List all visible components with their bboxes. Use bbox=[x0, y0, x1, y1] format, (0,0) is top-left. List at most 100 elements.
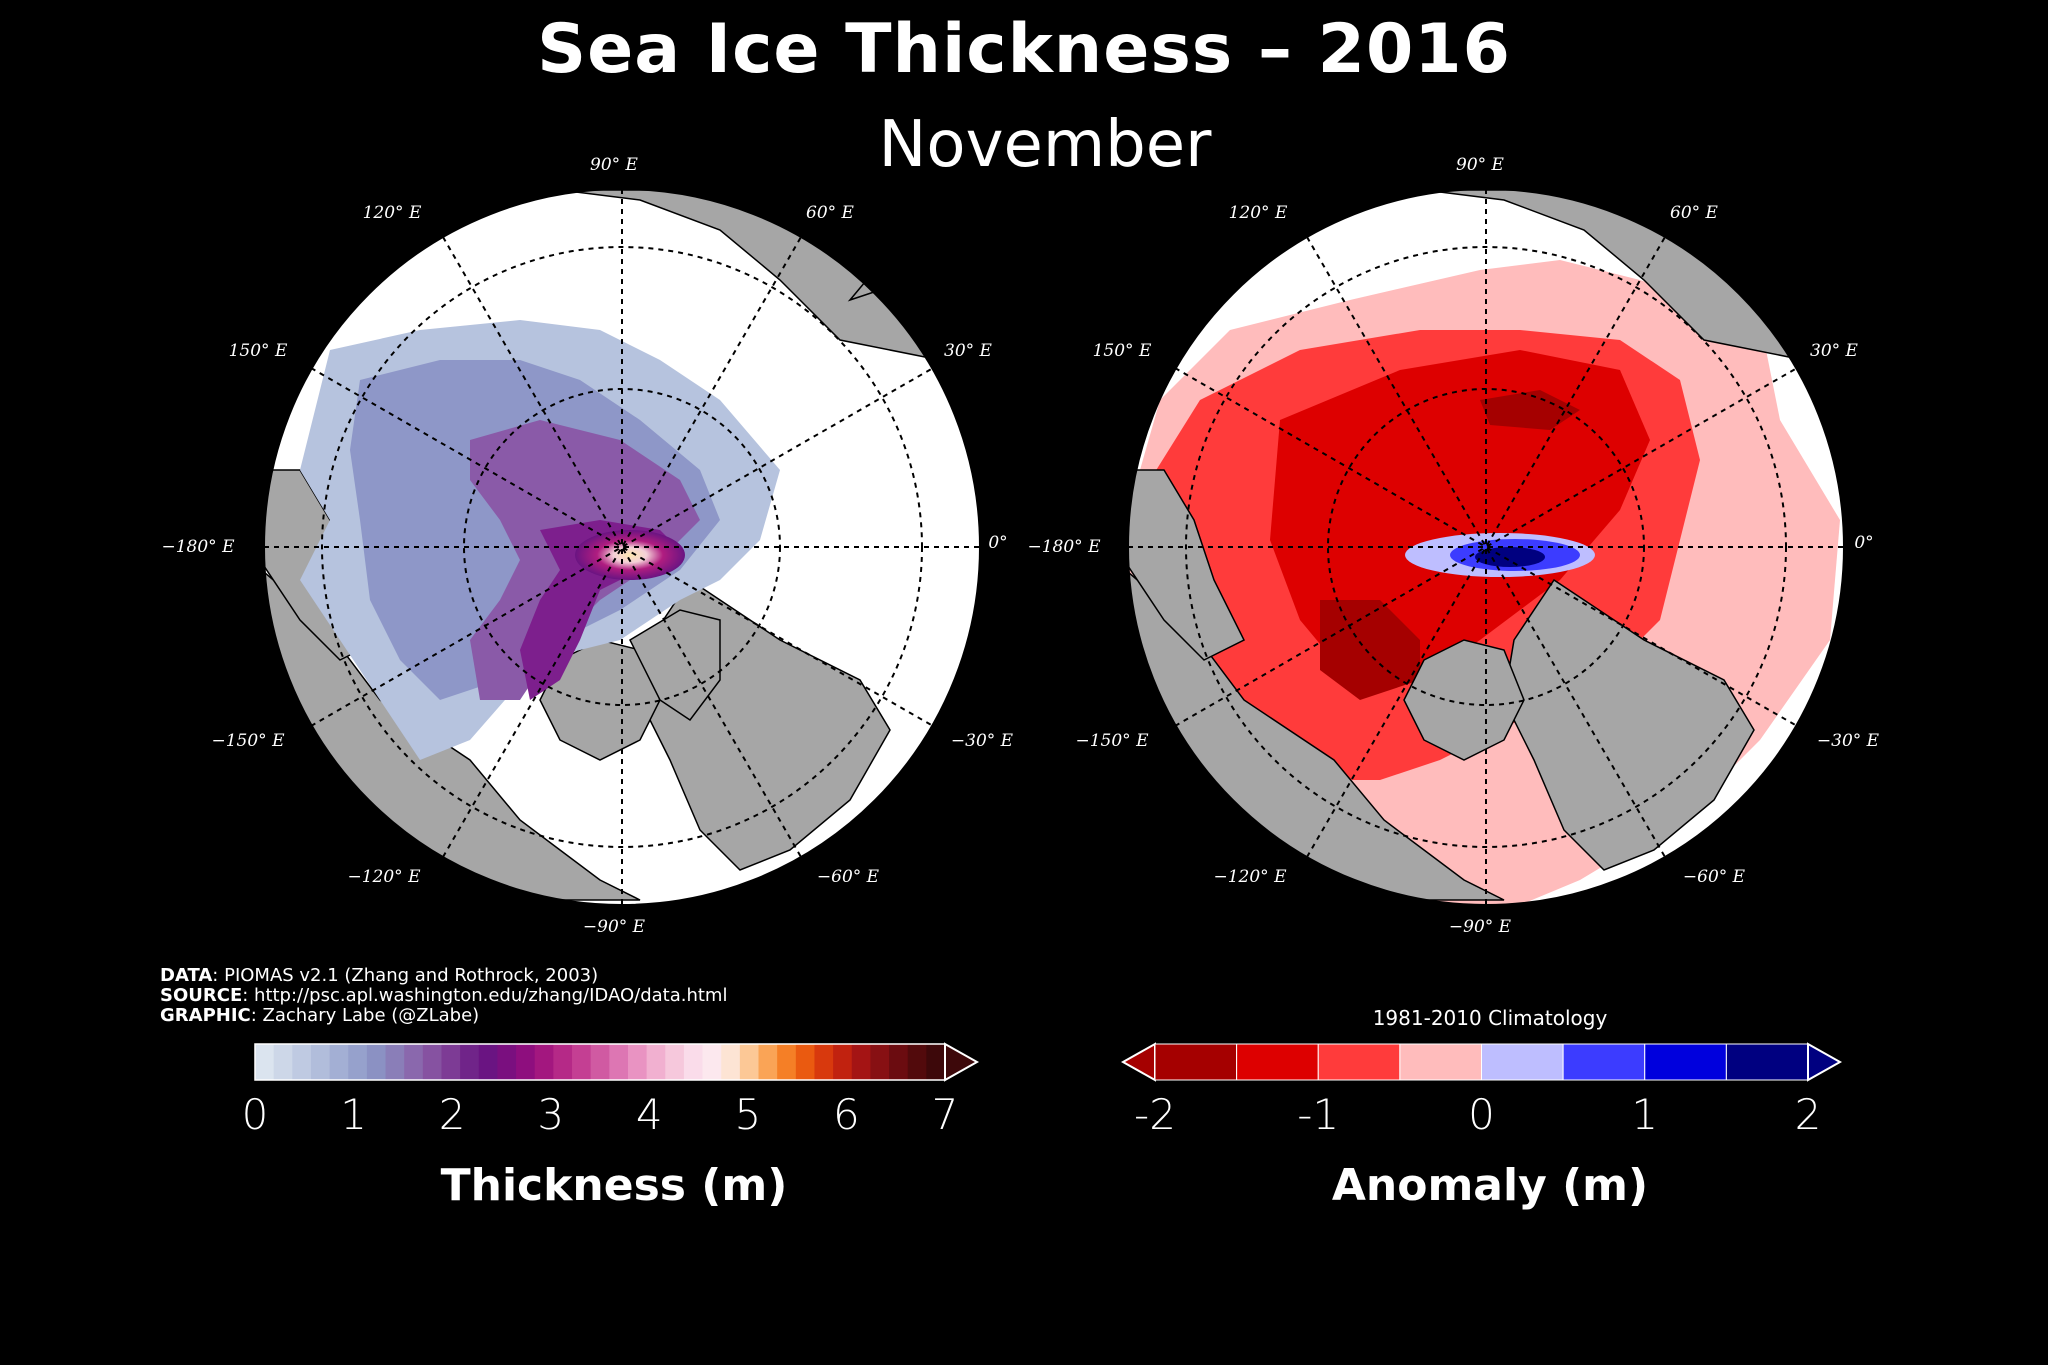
thickness-map bbox=[263, 188, 981, 906]
anomaly-climatology-label: 1981-2010 Climatology bbox=[1372, 1006, 1608, 1030]
anom-blue-deep bbox=[1475, 547, 1545, 567]
colorbar-tick-label: 7 bbox=[931, 1090, 959, 1139]
colorbar-swatch bbox=[646, 1044, 666, 1080]
lon-label: 0° bbox=[988, 533, 1007, 553]
credit-data-label: DATA bbox=[160, 965, 213, 986]
colorbar-swatch bbox=[833, 1044, 853, 1080]
colorbar-swatch bbox=[721, 1044, 741, 1080]
lon-label: −60° E bbox=[1683, 867, 1746, 887]
lon-label: −90° E bbox=[583, 917, 646, 937]
colorbar-swatch bbox=[1644, 1043, 1727, 1081]
colorbar-swatch bbox=[478, 1044, 498, 1080]
colorbar-swatch bbox=[460, 1044, 480, 1080]
credit-graphic-text: : Zachary Labe (@ZLabe) bbox=[250, 1005, 480, 1026]
colorbar-tick-label: 4 bbox=[635, 1090, 663, 1139]
colorbar-swatch bbox=[404, 1044, 424, 1080]
colorbar-swatch bbox=[851, 1044, 871, 1080]
lon-label: −180° E bbox=[161, 537, 235, 557]
lon-label: −150° E bbox=[1075, 731, 1149, 751]
credit-source-text: : http://psc.apl.washington.edu/zhang/ID… bbox=[242, 985, 728, 1006]
colorbar-swatch bbox=[609, 1044, 629, 1080]
lon-label: 120° E bbox=[363, 203, 422, 223]
colorbar-tick-label: 0 bbox=[1468, 1090, 1495, 1139]
colorbar-swatch bbox=[777, 1044, 797, 1080]
colorbar-swatch bbox=[590, 1044, 610, 1080]
colorbar-swatch bbox=[795, 1044, 815, 1080]
colorbar-swatch bbox=[739, 1044, 760, 1080]
colorbar-swatch bbox=[572, 1044, 592, 1080]
thickness-colorbar-title: Thickness (m) bbox=[440, 1160, 788, 1211]
colorbar-swatch bbox=[1562, 1043, 1646, 1081]
lon-label: −120° E bbox=[1213, 867, 1287, 887]
lon-label: −60° E bbox=[817, 867, 880, 887]
anomaly-colorbar-title: Anomaly (m) bbox=[1331, 1160, 1649, 1211]
colorbar-tick-label: 3 bbox=[537, 1090, 565, 1139]
colorbar-swatch bbox=[534, 1044, 554, 1080]
colorbar-swatch bbox=[310, 1044, 331, 1080]
lon-label: 90° E bbox=[590, 155, 639, 175]
colorbar-swatch bbox=[255, 1044, 275, 1080]
colorbar-frame bbox=[254, 1043, 946, 1081]
lon-label: 150° E bbox=[1093, 341, 1152, 361]
colorbar-swatch bbox=[1481, 1043, 1564, 1081]
land-ellesmere bbox=[629, 609, 721, 722]
land-archipelago bbox=[539, 639, 661, 761]
colorbar-swatch bbox=[273, 1044, 293, 1080]
colorbar-swatch bbox=[348, 1044, 368, 1080]
lon-label: 90° E bbox=[1456, 155, 1505, 175]
colorbar-swatch bbox=[1236, 1043, 1319, 1081]
credits: DATA: PIOMAS v2.1 (Zhang and Rothrock, 2… bbox=[160, 966, 727, 1026]
colorbar-swatch bbox=[553, 1044, 573, 1080]
colorbar-swatch bbox=[907, 1044, 927, 1080]
ice-core bbox=[575, 530, 685, 580]
colorbar-swatch bbox=[385, 1044, 405, 1080]
colorbar-swatch bbox=[926, 1044, 946, 1080]
colorbar-swatch bbox=[422, 1044, 442, 1080]
figure-title: Sea Ice Thickness – 2016 bbox=[537, 10, 1511, 89]
colorbar-swatch bbox=[889, 1044, 909, 1080]
lon-label: −30° E bbox=[1817, 731, 1880, 751]
land-alaska-r bbox=[1128, 469, 1246, 661]
colorbar-swatch bbox=[366, 1044, 387, 1080]
colorbar-swatch bbox=[292, 1044, 312, 1080]
colorbar-tick-label: 1 bbox=[1631, 1090, 1659, 1139]
lon-label: −90° E bbox=[1449, 917, 1512, 937]
colorbar-swatch bbox=[683, 1044, 704, 1080]
colorbar-tick-label: 1 bbox=[340, 1090, 367, 1139]
credit-data-text: : PIOMAS v2.1 (Zhang and Rothrock, 2003) bbox=[212, 965, 599, 986]
colorbar-tick-label: 2 bbox=[438, 1090, 466, 1139]
colorbar-tick-label: 0 bbox=[241, 1090, 269, 1139]
colorbar-tick-label: -1 bbox=[1297, 1090, 1340, 1139]
colorbar-tick-label: 6 bbox=[833, 1090, 860, 1139]
lon-label: −180° E bbox=[1027, 537, 1101, 557]
lon-label: 0° bbox=[1854, 533, 1873, 553]
lon-label: −30° E bbox=[951, 731, 1014, 751]
colorbar-swatch bbox=[1399, 1043, 1482, 1081]
polar-maps: 90° E 120° E 60° E 150° E 30° E −180° E … bbox=[161, 155, 1880, 937]
land-archipelago-r bbox=[1403, 639, 1525, 761]
anom-deeper bbox=[1320, 390, 1580, 700]
colorbar-swatch bbox=[665, 1044, 685, 1080]
credit-source-label: SOURCE bbox=[160, 985, 243, 1006]
lon-label: −120° E bbox=[347, 867, 421, 887]
colorbar-swatch bbox=[516, 1044, 536, 1080]
colorbar-swatch bbox=[627, 1044, 648, 1080]
lon-label: 60° E bbox=[1670, 203, 1719, 223]
colorbar-tick-label: -2 bbox=[1134, 1090, 1176, 1139]
colorbar-extend-min bbox=[1120, 1042, 1156, 1082]
figure-subtitle: November bbox=[878, 108, 1212, 182]
colorbar-swatch bbox=[1154, 1043, 1238, 1081]
lon-label: 60° E bbox=[806, 203, 855, 223]
colorbar-tick-label: 5 bbox=[734, 1090, 762, 1139]
lon-label: 30° E bbox=[944, 341, 993, 361]
anomaly-map bbox=[1127, 188, 1845, 906]
colorbar-extend-max bbox=[1807, 1042, 1843, 1082]
colorbar-swatch bbox=[329, 1044, 349, 1080]
colorbar-swatch bbox=[441, 1044, 461, 1080]
lon-label: 30° E bbox=[1810, 341, 1859, 361]
colorbar-swatch bbox=[1725, 1043, 1809, 1081]
colorbar-swatch bbox=[702, 1044, 722, 1080]
colorbar-swatch bbox=[1317, 1043, 1401, 1081]
colorbar-swatch bbox=[758, 1044, 778, 1080]
lon-label: 150° E bbox=[229, 341, 288, 361]
